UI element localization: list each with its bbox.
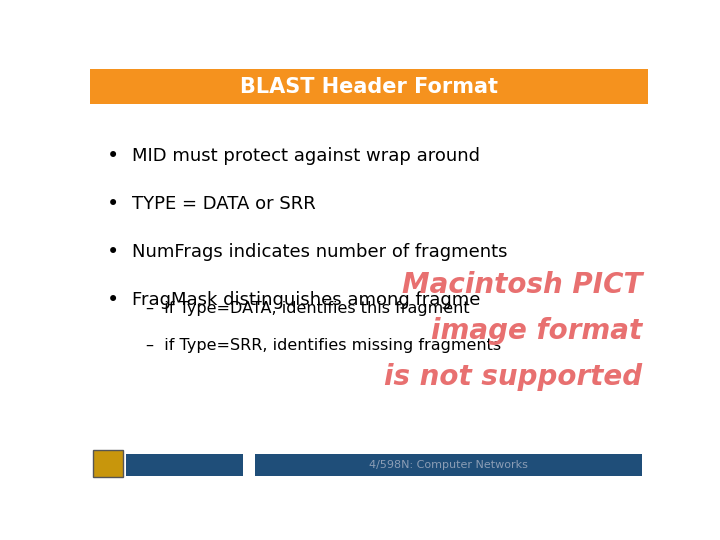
Text: •: • — [107, 194, 119, 214]
Text: Macintosh PICT: Macintosh PICT — [402, 271, 642, 299]
Text: •: • — [107, 242, 119, 262]
FancyBboxPatch shape — [126, 454, 243, 476]
FancyBboxPatch shape — [90, 69, 648, 104]
Text: –  if Type=DATA, identifies this fragment: – if Type=DATA, identifies this fragment — [145, 301, 469, 315]
Text: is not supported: is not supported — [384, 363, 642, 390]
Text: •: • — [107, 290, 119, 310]
Text: BLAST Header Format: BLAST Header Format — [240, 77, 498, 97]
FancyBboxPatch shape — [255, 454, 642, 476]
Text: FragMask distinguishes among fragme: FragMask distinguishes among fragme — [132, 291, 480, 309]
Text: 4/598N: Computer Networks: 4/598N: Computer Networks — [369, 460, 528, 470]
Text: –  if Type=SRR, identifies missing fragments: – if Type=SRR, identifies missing fragme… — [145, 338, 501, 353]
FancyBboxPatch shape — [93, 450, 124, 477]
Text: NumFrags indicates number of fragments: NumFrags indicates number of fragments — [132, 243, 508, 261]
Text: TYPE = DATA or SRR: TYPE = DATA or SRR — [132, 195, 315, 213]
Text: image format: image format — [431, 317, 642, 345]
Text: MID must protect against wrap around: MID must protect against wrap around — [132, 147, 480, 165]
Text: •: • — [107, 146, 119, 166]
